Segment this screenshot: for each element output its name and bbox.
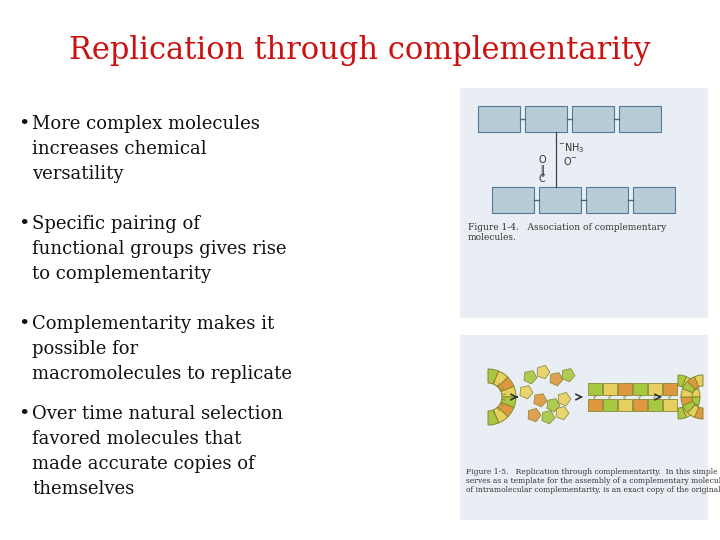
Polygon shape bbox=[558, 393, 571, 406]
Text: $^{-}$NH$_3$: $^{-}$NH$_3$ bbox=[558, 141, 584, 155]
FancyBboxPatch shape bbox=[525, 106, 567, 132]
Polygon shape bbox=[683, 377, 693, 389]
Polygon shape bbox=[493, 371, 508, 387]
Polygon shape bbox=[695, 407, 703, 419]
Text: More complex molecules
increases chemical
versatility: More complex molecules increases chemica… bbox=[32, 115, 260, 183]
Polygon shape bbox=[695, 375, 703, 387]
Polygon shape bbox=[534, 394, 547, 407]
FancyBboxPatch shape bbox=[633, 187, 675, 213]
Text: O$^{-}$: O$^{-}$ bbox=[562, 155, 577, 167]
Text: Figure 1-4.   Association of complementary
molecules.: Figure 1-4. Association of complementary… bbox=[468, 223, 666, 242]
Polygon shape bbox=[688, 377, 699, 389]
Polygon shape bbox=[501, 397, 516, 408]
Polygon shape bbox=[681, 397, 693, 406]
Text: •: • bbox=[18, 215, 30, 233]
FancyBboxPatch shape bbox=[618, 383, 632, 395]
Polygon shape bbox=[498, 377, 514, 392]
Text: Complementarity makes it
possible for
macromolecules to replicate: Complementarity makes it possible for ma… bbox=[32, 315, 292, 383]
Polygon shape bbox=[688, 389, 700, 397]
Polygon shape bbox=[528, 409, 541, 422]
Text: Specific pairing of
functional groups gives rise
to complementarity: Specific pairing of functional groups gi… bbox=[32, 215, 287, 283]
Polygon shape bbox=[681, 389, 693, 397]
FancyBboxPatch shape bbox=[603, 383, 617, 395]
Polygon shape bbox=[683, 381, 696, 393]
Polygon shape bbox=[678, 407, 686, 419]
Polygon shape bbox=[678, 375, 686, 387]
Polygon shape bbox=[683, 405, 693, 417]
Polygon shape bbox=[688, 397, 700, 406]
FancyBboxPatch shape bbox=[663, 383, 677, 395]
Polygon shape bbox=[488, 369, 499, 384]
Polygon shape bbox=[547, 399, 560, 411]
Text: •: • bbox=[18, 315, 30, 333]
Polygon shape bbox=[562, 368, 575, 382]
Polygon shape bbox=[688, 405, 699, 417]
FancyBboxPatch shape bbox=[648, 399, 662, 411]
Text: •: • bbox=[18, 115, 30, 133]
FancyBboxPatch shape bbox=[618, 399, 632, 411]
Polygon shape bbox=[521, 386, 533, 399]
Text: Replication through complementarity: Replication through complementarity bbox=[69, 35, 651, 65]
FancyBboxPatch shape bbox=[460, 335, 708, 520]
Text: O
║
C: O ║ C bbox=[538, 155, 546, 184]
FancyBboxPatch shape bbox=[460, 88, 708, 318]
FancyBboxPatch shape bbox=[572, 106, 614, 132]
Polygon shape bbox=[493, 407, 508, 423]
FancyBboxPatch shape bbox=[539, 187, 581, 213]
FancyBboxPatch shape bbox=[648, 383, 662, 395]
Polygon shape bbox=[498, 402, 514, 417]
FancyBboxPatch shape bbox=[588, 399, 602, 411]
Text: •: • bbox=[18, 405, 30, 423]
Text: Over time natural selection
favored molecules that
made accurate copies of
thems: Over time natural selection favored mole… bbox=[32, 405, 283, 498]
Polygon shape bbox=[501, 386, 516, 397]
FancyBboxPatch shape bbox=[619, 106, 661, 132]
Polygon shape bbox=[556, 407, 569, 420]
Polygon shape bbox=[550, 373, 563, 386]
Polygon shape bbox=[524, 370, 537, 384]
FancyBboxPatch shape bbox=[586, 187, 628, 213]
FancyBboxPatch shape bbox=[633, 383, 647, 395]
FancyBboxPatch shape bbox=[492, 187, 534, 213]
Text: Figure 1-5.   Replication through complementarity.  In this simple case, a polym: Figure 1-5. Replication through compleme… bbox=[466, 468, 720, 495]
FancyBboxPatch shape bbox=[633, 399, 647, 411]
Polygon shape bbox=[542, 410, 555, 424]
Polygon shape bbox=[537, 366, 550, 379]
FancyBboxPatch shape bbox=[478, 106, 520, 132]
Polygon shape bbox=[685, 381, 698, 393]
Polygon shape bbox=[683, 401, 696, 413]
Polygon shape bbox=[488, 410, 499, 425]
Polygon shape bbox=[685, 401, 698, 413]
FancyBboxPatch shape bbox=[663, 399, 677, 411]
FancyBboxPatch shape bbox=[603, 399, 617, 411]
FancyBboxPatch shape bbox=[588, 383, 602, 395]
